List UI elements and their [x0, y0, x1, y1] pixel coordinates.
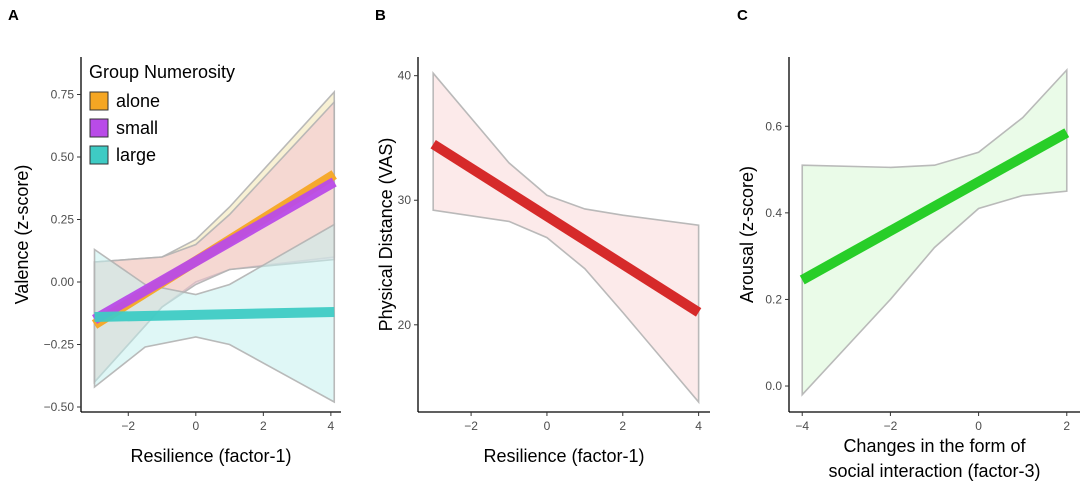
x-tick-label: −2	[121, 419, 135, 433]
x-tick-label: −4	[795, 419, 809, 433]
y-tick-label: 0.25	[51, 213, 75, 227]
x-tick-label: −2	[884, 419, 898, 433]
y-tick-label: 0.75	[51, 88, 75, 102]
x-axis-label: Changes in the form of	[843, 436, 1026, 456]
x-axis-label: social interaction (factor-3)	[828, 461, 1040, 481]
regression-line-small	[92, 177, 337, 324]
x-tick-label: 4	[328, 419, 335, 433]
legend-label-alone: alone	[116, 91, 160, 111]
y-axis-label: Valence (z-score)	[12, 165, 32, 305]
y-tick-label: 0.00	[51, 275, 75, 289]
regression-line	[430, 139, 702, 317]
x-tick-label: 4	[695, 419, 702, 433]
panel-B: B −2 0 2 4 20 30 40 Resilience (factor-1) Physica…	[375, 7, 710, 466]
panel-letter: A	[8, 7, 19, 24]
x-tick-label: 2	[260, 419, 267, 433]
y-tick-label: 0.6	[765, 119, 782, 133]
x-tick-label: 0	[544, 419, 551, 433]
y-tick-label: 40	[398, 69, 412, 83]
x-axis-label: Resilience (factor-1)	[483, 446, 644, 466]
regression-line-large	[94, 307, 335, 322]
legend: Group Numerosity alone small large	[89, 62, 235, 165]
panel-C: C −4 −2 0 2 0.0 0.2 0.4 0.6 Changes in the form o…	[737, 7, 1080, 481]
y-tick-label: 0.50	[51, 150, 75, 164]
panel-letter: B	[375, 7, 386, 24]
x-tick-label: 0	[975, 419, 982, 433]
y-tick-label: 30	[398, 193, 412, 207]
regression-line	[799, 128, 1070, 285]
y-axis-label: Arousal (z-score)	[737, 166, 757, 303]
y-tick-label: 0.0	[765, 379, 782, 393]
legend-key-small	[89, 118, 109, 138]
x-tick-label: 2	[619, 419, 626, 433]
legend-key-large	[89, 145, 109, 165]
legend-title: Group Numerosity	[89, 62, 235, 82]
x-tick-label: 0	[192, 419, 199, 433]
x-axis-label: Resilience (factor-1)	[130, 446, 291, 466]
y-tick-label: −0.25	[44, 338, 75, 352]
y-tick-label: 0.4	[765, 206, 782, 220]
x-tick-label: 2	[1063, 419, 1070, 433]
y-axis-label: Physical Distance (VAS)	[376, 138, 396, 332]
legend-key-alone	[89, 91, 109, 111]
panel-letter: C	[737, 7, 748, 24]
x-tick-label: −2	[464, 419, 478, 433]
legend-label-small: small	[116, 118, 158, 138]
panel-A: A −2 0 2 4 −0.50 −0.25 0.00 0.25 0.50 0.75 Resilien…	[8, 7, 341, 466]
y-tick-label: −0.50	[44, 400, 75, 414]
y-tick-label: 20	[398, 318, 412, 332]
confidence-band	[432, 71, 700, 405]
legend-label-large: large	[116, 145, 156, 165]
y-tick-label: 0.2	[765, 292, 782, 306]
confidence-band	[801, 67, 1068, 397]
